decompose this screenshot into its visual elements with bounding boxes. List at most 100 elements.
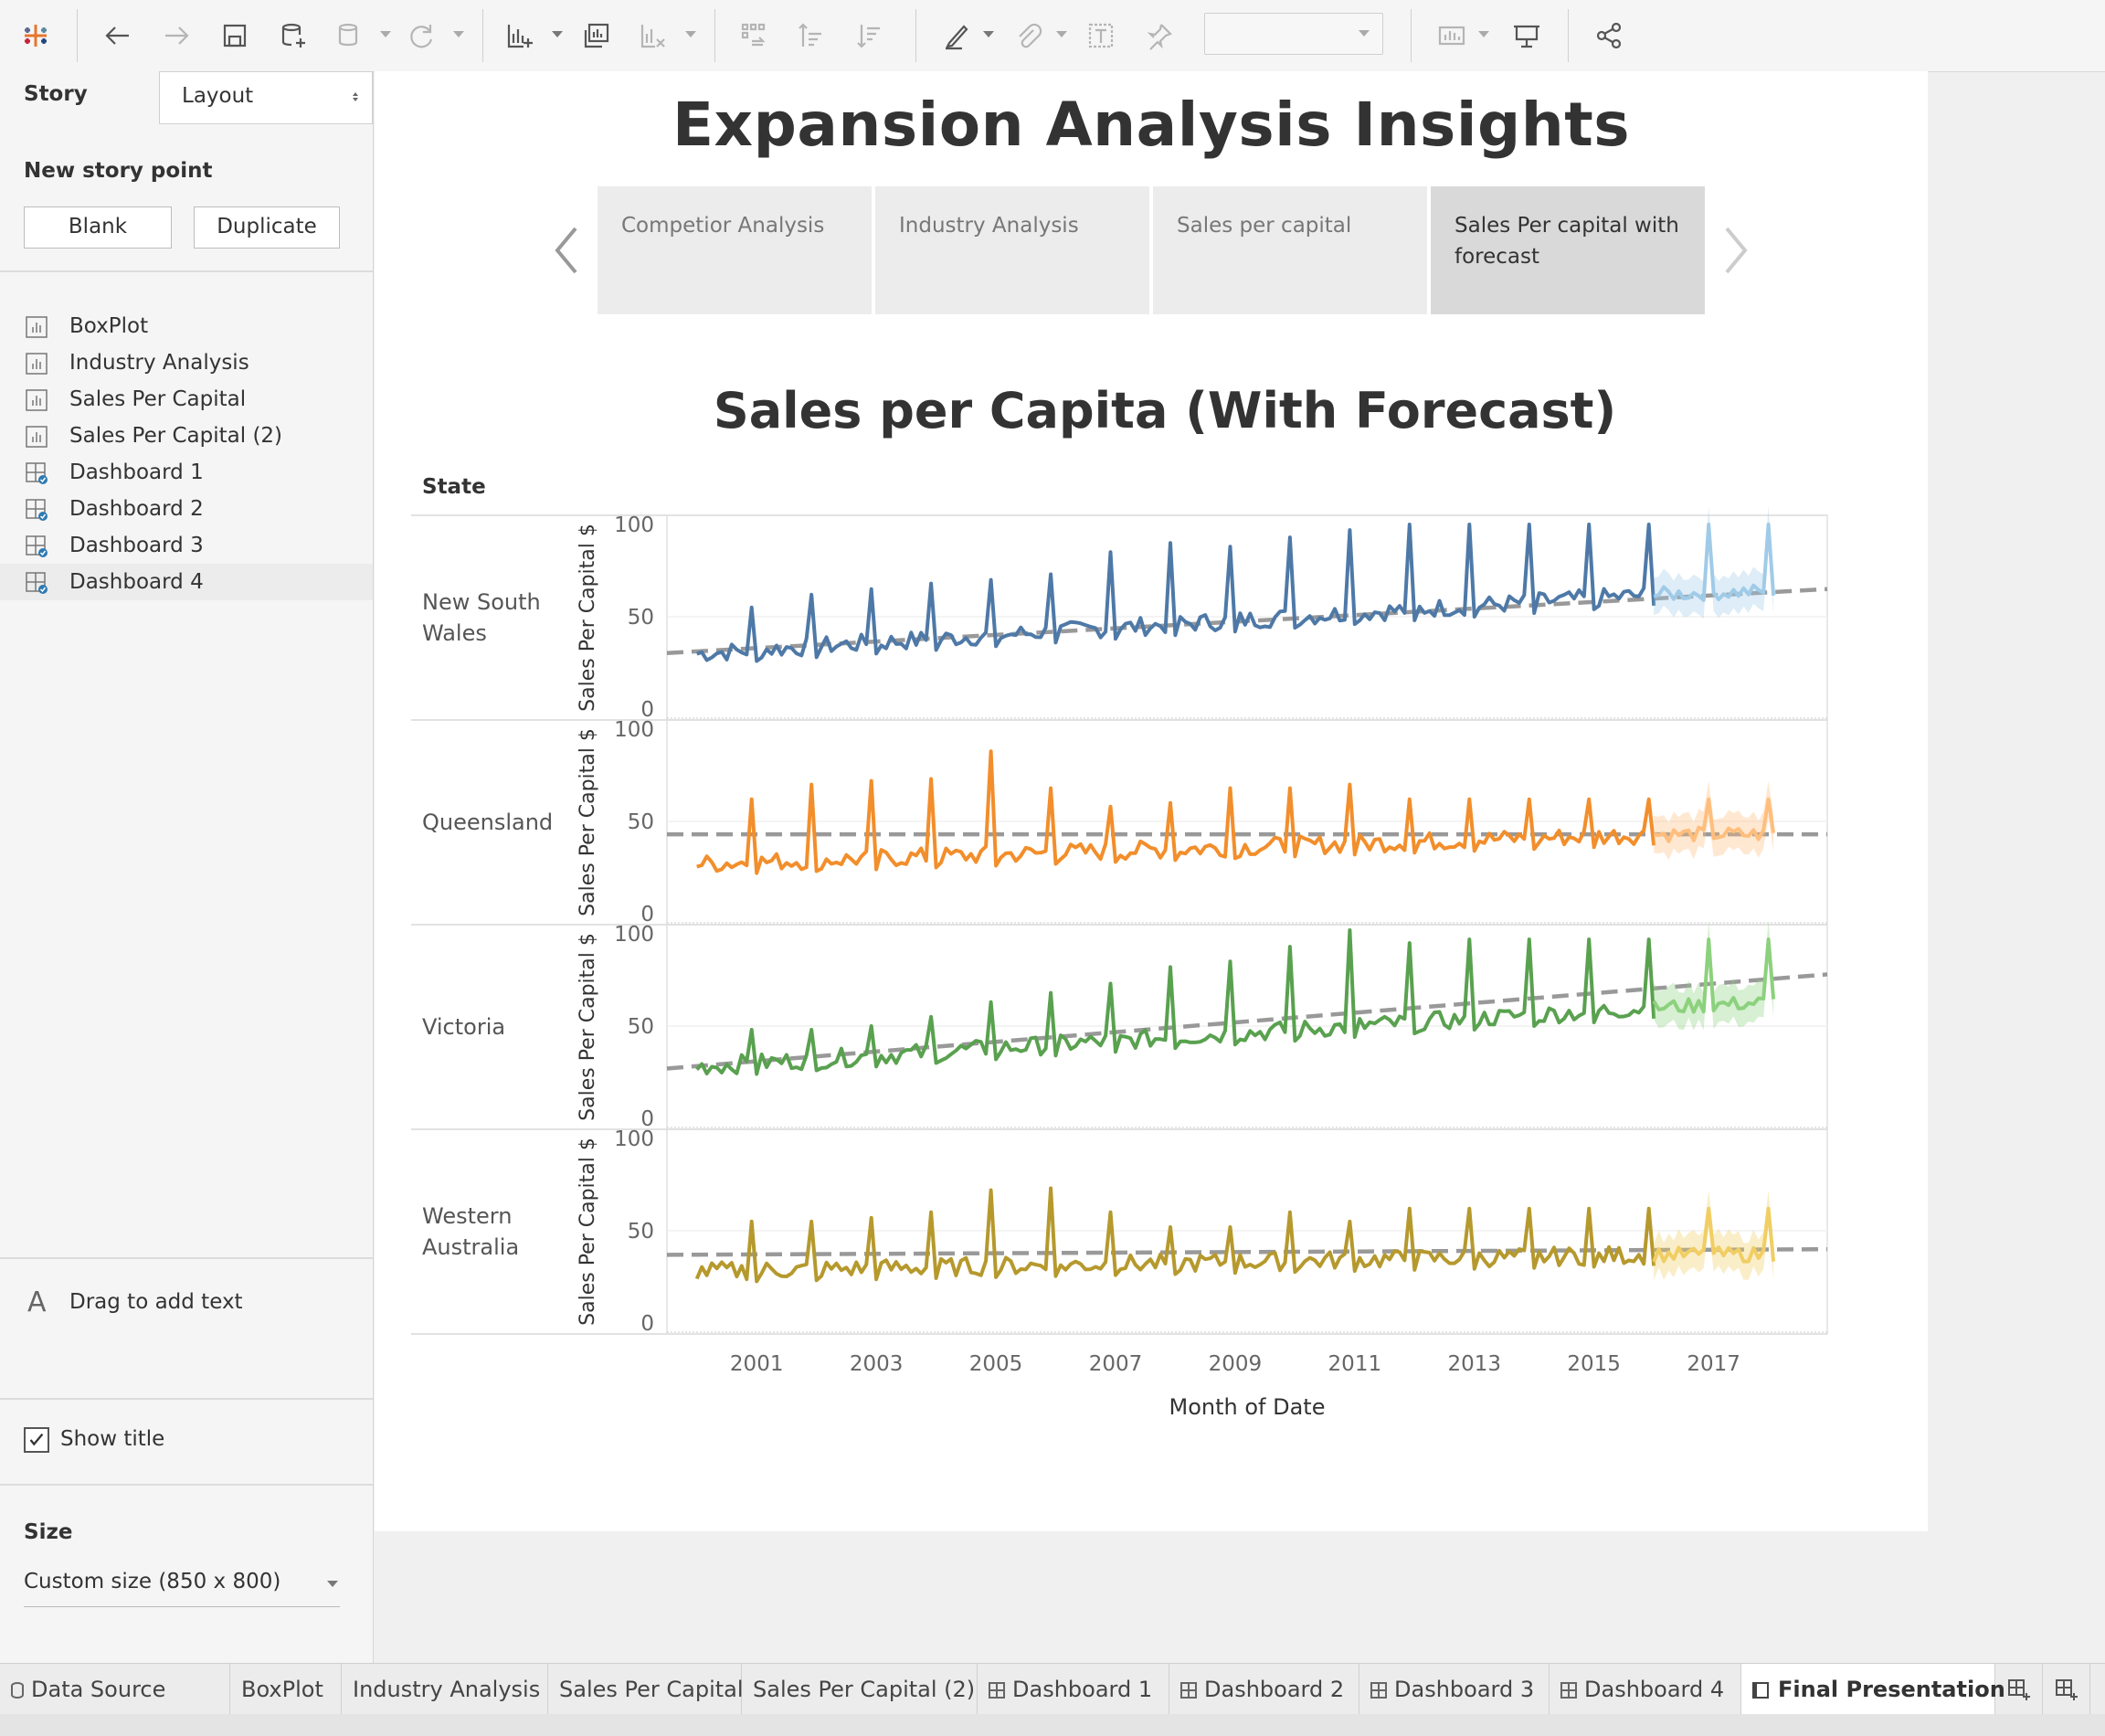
y-axis-label: Sales Per Capital $ — [576, 1138, 599, 1326]
sheet-item[interactable]: Sales Per Capital — [0, 381, 373, 418]
layout-tab[interactable]: Layout — [159, 71, 373, 124]
size-dropdown[interactable]: Custom size (850 x 800) — [24, 1570, 340, 1607]
sheet-tab-label: Industry Analysis — [353, 1677, 541, 1702]
story-tab[interactable]: Story — [0, 71, 159, 124]
y-tick-label: 100 — [614, 923, 654, 947]
sort-ascending-icon[interactable] — [789, 13, 835, 58]
x-tick-label: 2011 — [1328, 1352, 1382, 1376]
show-title-label: Show title — [60, 1427, 165, 1451]
y-tick-label: 50 — [628, 1015, 654, 1039]
duplicate-sheet-icon[interactable] — [574, 13, 619, 58]
y-axis-label: Sales Per Capital $ — [576, 728, 599, 916]
story-point-3[interactable]: Sales per capital — [1153, 186, 1427, 314]
new-worksheet-icon[interactable] — [497, 13, 543, 58]
sheet-item[interactable]: Dashboard 3 — [0, 527, 373, 564]
story-point-2[interactable]: Industry Analysis — [875, 186, 1149, 314]
sheet-tab[interactable]: BoxPlot — [230, 1664, 342, 1715]
y-tick-label: 100 — [614, 513, 654, 537]
sheet-tab[interactable]: Dashboard 2 — [1169, 1664, 1359, 1715]
forecast-band — [1654, 1190, 1774, 1281]
y-tick-label: 0 — [640, 1107, 654, 1131]
state-row-label: New South Wales — [422, 589, 541, 646]
undo-icon[interactable] — [95, 13, 141, 58]
pane-border — [666, 924, 1828, 1130]
story-canvas: Expansion Analysis Insights Competior An… — [375, 71, 1928, 1531]
y-tick-label: 50 — [628, 606, 654, 630]
story-point-1[interactable]: Competior Analysis — [598, 186, 872, 314]
sheet-tab[interactable]: Sales Per Capital (2) — [742, 1664, 978, 1715]
pin-icon[interactable] — [1137, 13, 1182, 58]
sheet-tab[interactable]: Dashboard 4 — [1550, 1664, 1741, 1715]
dashboard-icon — [1370, 1682, 1387, 1699]
sheet-tab[interactable]: Final Presentation — [1741, 1664, 2005, 1715]
fit-dropdown[interactable] — [1204, 13, 1383, 55]
sheet-item[interactable]: Dashboard 2 — [0, 491, 373, 527]
text-icon[interactable] — [1078, 13, 1124, 58]
sheet-item[interactable]: Dashboard 4 — [0, 564, 373, 600]
status-bar — [0, 1714, 2105, 1736]
sheet-item[interactable]: BoxPlot — [0, 308, 373, 344]
sheet-item[interactable]: Industry Analysis — [0, 344, 373, 381]
attach-icon[interactable] — [1005, 13, 1051, 58]
state-row-label: Queensland — [422, 810, 553, 835]
sheet-tab-label: Dashboard 1 — [1012, 1677, 1153, 1702]
sheet-item-label: Sales Per Capital (2) — [69, 424, 283, 448]
redo-icon[interactable] — [153, 13, 199, 58]
sheet-tab[interactable]: Data Source — [0, 1664, 230, 1715]
sheet-tab-label: Final Presentation — [1778, 1677, 2005, 1702]
new-story-icon[interactable] — [2043, 1664, 2090, 1715]
check-icon — [29, 1433, 44, 1446]
sheet-item[interactable]: Dashboard 1 — [0, 454, 373, 491]
story-side-panel: Story Layout New story point Blank Dupli… — [0, 71, 374, 1663]
worksheet-icon — [26, 353, 48, 375]
previous-story-point-icon[interactable] — [550, 225, 583, 276]
show-me-icon[interactable] — [1429, 13, 1475, 58]
duplicate-button[interactable]: Duplicate — [194, 206, 340, 249]
sheet-tab-label: Data Source — [31, 1677, 166, 1702]
text-object-icon: A — [27, 1286, 47, 1318]
sheet-tab[interactable]: Dashboard 1 — [978, 1664, 1169, 1715]
chevron-down-icon — [327, 1581, 338, 1587]
actual-series-line — [695, 928, 1656, 1076]
new-story-point-heading: New story point — [24, 159, 213, 183]
sheet-item[interactable]: Sales Per Capital (2) — [0, 418, 373, 454]
show-title-checkbox[interactable] — [24, 1427, 49, 1453]
tableau-logo-icon — [13, 13, 58, 58]
pause-updates-icon[interactable] — [327, 13, 373, 58]
divider — [0, 1484, 373, 1486]
worksheet-icon — [26, 426, 48, 448]
new-data-source-icon[interactable] — [270, 13, 316, 58]
new-story-icon-glyph — [2056, 1679, 2078, 1700]
next-story-point-icon[interactable] — [1719, 225, 1752, 276]
sort-descending-icon[interactable] — [848, 13, 894, 58]
sheet-tab[interactable]: Industry Analysis — [342, 1664, 548, 1715]
divider — [0, 1257, 373, 1259]
database-icon — [11, 1682, 24, 1699]
sheet-item-label: BoxPlot — [69, 314, 149, 338]
dashboard-icon — [989, 1682, 1005, 1699]
y-axis-label: Sales Per Capital $ — [576, 933, 599, 1121]
worksheet-icon — [26, 316, 48, 338]
forecast-band — [1654, 780, 1774, 861]
story-point-4[interactable]: Sales Per capital with forecast — [1431, 186, 1705, 314]
new-dashboard-icon[interactable] — [1995, 1664, 2043, 1715]
sheet-tab-label: Dashboard 3 — [1394, 1677, 1535, 1702]
swap-icon[interactable] — [731, 13, 777, 58]
story-title: Expansion Analysis Insights — [672, 90, 1631, 160]
save-icon[interactable] — [212, 13, 258, 58]
share-icon[interactable] — [1586, 13, 1632, 58]
sheet-item-label: Dashboard 4 — [69, 570, 204, 594]
refresh-icon[interactable] — [398, 13, 444, 58]
drag-to-add-text[interactable]: Drag to add text — [69, 1290, 243, 1314]
presentation-icon[interactable] — [1504, 13, 1550, 58]
sheet-tab[interactable]: Dashboard 3 — [1359, 1664, 1550, 1715]
divider — [0, 1398, 373, 1400]
y-tick-label: 100 — [614, 1127, 654, 1151]
blank-button[interactable]: Blank — [24, 206, 172, 249]
clear-sheet-icon[interactable] — [630, 13, 676, 58]
sheet-tab[interactable]: Sales Per Capital — [548, 1664, 744, 1715]
highlight-icon[interactable] — [934, 13, 979, 58]
y-tick-label: 100 — [614, 718, 654, 742]
pane-border — [666, 1128, 1828, 1335]
sheet-tabs-bar: Data Source BoxPlot Industry Analysis Sales… — [0, 1663, 2105, 1715]
